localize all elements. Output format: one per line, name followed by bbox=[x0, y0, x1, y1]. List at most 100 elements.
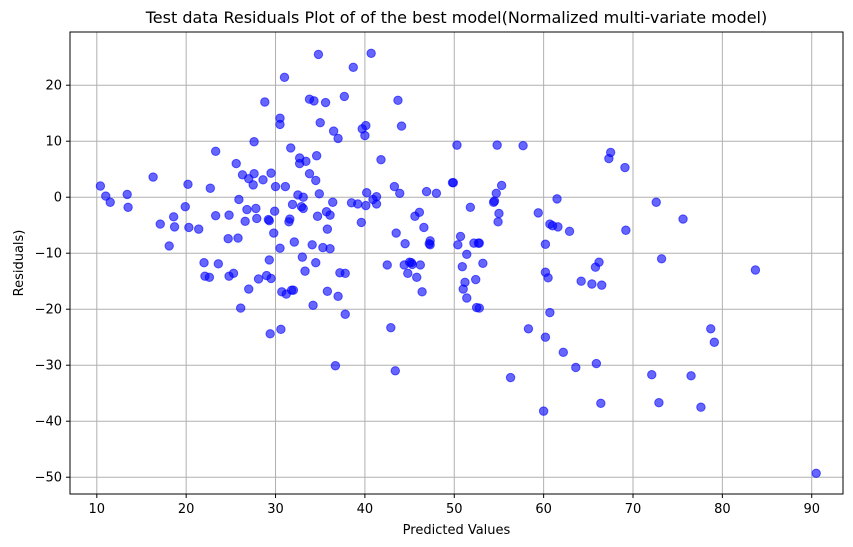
data-point bbox=[518, 140, 528, 151]
data-point bbox=[353, 199, 363, 209]
data-point bbox=[285, 214, 295, 224]
data-point bbox=[493, 217, 503, 227]
data-point bbox=[620, 162, 630, 173]
y-tick-label: −20 bbox=[35, 303, 62, 318]
x-tick-label: 40 bbox=[357, 502, 374, 517]
data-point bbox=[204, 272, 215, 282]
y-tick-label: −30 bbox=[35, 359, 62, 374]
data-point bbox=[395, 188, 405, 198]
data-point bbox=[371, 199, 382, 209]
data-point bbox=[356, 217, 367, 228]
data-point bbox=[709, 337, 720, 347]
data-point bbox=[538, 406, 549, 416]
y-axis-ticks: −50 −40 −30 −20 −10 0 10 20 bbox=[35, 79, 70, 486]
data-point bbox=[621, 225, 631, 235]
data-point bbox=[471, 274, 481, 285]
data-point bbox=[280, 181, 291, 192]
y-tick-label: 0 bbox=[54, 191, 62, 206]
data-point bbox=[478, 258, 488, 268]
data-point bbox=[228, 268, 239, 279]
data-point bbox=[558, 347, 568, 358]
data-point bbox=[312, 211, 323, 221]
data-point bbox=[576, 276, 586, 286]
data-point bbox=[496, 180, 507, 191]
data-point bbox=[656, 254, 667, 264]
data-point bbox=[328, 197, 338, 207]
data-point bbox=[389, 181, 400, 192]
x-tick-label: 60 bbox=[535, 502, 552, 517]
data-point bbox=[300, 266, 310, 276]
data-point bbox=[505, 372, 516, 383]
data-point bbox=[249, 137, 259, 147]
data-point bbox=[325, 244, 335, 254]
data-point bbox=[382, 260, 392, 270]
data-point bbox=[298, 203, 308, 214]
data-point bbox=[297, 252, 308, 262]
data-point bbox=[651, 197, 661, 207]
data-point bbox=[366, 48, 376, 58]
data-point bbox=[448, 177, 459, 188]
data-point bbox=[403, 268, 413, 279]
data-point bbox=[322, 286, 333, 296]
data-point bbox=[491, 188, 501, 198]
data-point bbox=[386, 322, 396, 333]
data-point bbox=[288, 285, 299, 295]
data-point bbox=[396, 121, 407, 131]
data-point bbox=[95, 181, 106, 191]
data-point bbox=[591, 358, 602, 369]
data-point bbox=[457, 261, 468, 272]
data-point bbox=[122, 189, 132, 200]
data-point bbox=[184, 222, 194, 233]
data-point bbox=[564, 226, 575, 237]
data-point bbox=[205, 183, 216, 193]
plot-frame bbox=[69, 31, 844, 495]
data-point bbox=[249, 168, 259, 179]
x-tick-label: 30 bbox=[267, 502, 284, 517]
data-point bbox=[276, 324, 286, 335]
data-point bbox=[309, 96, 319, 106]
data-point bbox=[597, 280, 607, 290]
data-point bbox=[596, 398, 606, 408]
y-axis-label: Residuals) bbox=[12, 230, 27, 297]
data-point bbox=[406, 258, 417, 268]
data-point bbox=[453, 240, 463, 250]
data-point bbox=[311, 175, 321, 186]
data-point bbox=[328, 126, 339, 136]
data-point bbox=[543, 273, 553, 283]
data-point bbox=[452, 140, 462, 150]
y-tick-label: −40 bbox=[35, 415, 62, 430]
data-point bbox=[393, 95, 403, 106]
y-tick-label: 10 bbox=[45, 135, 62, 150]
data-point bbox=[314, 189, 325, 199]
data-point bbox=[540, 239, 551, 249]
data-point bbox=[330, 361, 341, 371]
data-point bbox=[348, 62, 358, 72]
data-point bbox=[193, 224, 204, 234]
data-point bbox=[231, 158, 241, 169]
data-point bbox=[235, 303, 246, 313]
data-point bbox=[242, 204, 252, 215]
data-point bbox=[322, 224, 333, 234]
data-point bbox=[248, 180, 258, 190]
data-point bbox=[252, 213, 262, 224]
data-point bbox=[180, 202, 190, 212]
data-point bbox=[474, 303, 484, 313]
data-point bbox=[234, 194, 244, 205]
data-point bbox=[301, 156, 311, 167]
data-point bbox=[489, 196, 500, 206]
data-point bbox=[164, 241, 174, 251]
data-point bbox=[275, 243, 285, 253]
data-point bbox=[325, 210, 335, 220]
data-point bbox=[462, 249, 472, 260]
x-tick-label: 10 bbox=[89, 502, 106, 517]
data-point bbox=[333, 133, 343, 144]
data-point bbox=[264, 216, 274, 226]
x-tick-label: 80 bbox=[714, 502, 731, 517]
grid bbox=[70, 32, 843, 494]
data-point bbox=[523, 324, 534, 334]
data-point bbox=[240, 216, 250, 226]
data-point bbox=[169, 222, 180, 232]
data-point bbox=[289, 237, 300, 247]
x-tick-label: 90 bbox=[803, 502, 820, 517]
y-tick-label: −10 bbox=[35, 247, 62, 262]
